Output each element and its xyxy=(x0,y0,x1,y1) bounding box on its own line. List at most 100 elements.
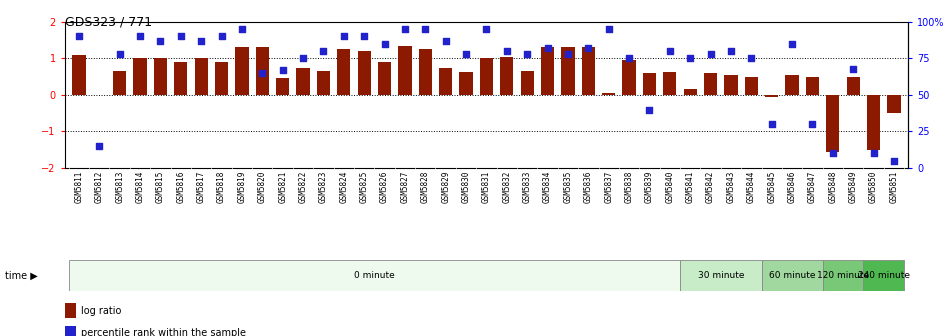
Point xyxy=(724,48,739,54)
Bar xyxy=(338,49,350,95)
Point xyxy=(825,151,841,156)
Point xyxy=(764,122,779,127)
Text: GSM5814: GSM5814 xyxy=(136,171,145,203)
Point xyxy=(398,27,413,32)
Text: GSM5819: GSM5819 xyxy=(238,171,246,203)
Bar xyxy=(520,71,534,95)
Text: GSM5830: GSM5830 xyxy=(461,171,471,203)
Bar xyxy=(480,58,493,95)
Text: GSM5832: GSM5832 xyxy=(502,171,512,203)
Bar xyxy=(500,56,514,95)
Bar xyxy=(113,71,126,95)
Bar xyxy=(887,95,901,113)
Bar xyxy=(72,55,86,95)
Text: GSM5851: GSM5851 xyxy=(889,171,899,203)
Point xyxy=(744,56,759,61)
Bar xyxy=(459,72,473,95)
Bar xyxy=(297,68,310,95)
Point xyxy=(337,34,352,39)
Bar xyxy=(317,71,330,95)
Point xyxy=(458,51,474,57)
Bar xyxy=(725,75,738,95)
Point xyxy=(173,34,188,39)
Bar xyxy=(765,95,778,97)
Text: GSM5848: GSM5848 xyxy=(828,171,837,203)
Point xyxy=(153,38,168,44)
Text: GSM5818: GSM5818 xyxy=(217,171,226,203)
Text: GSM5836: GSM5836 xyxy=(584,171,592,203)
Text: GSM5837: GSM5837 xyxy=(604,171,613,203)
Bar xyxy=(864,260,904,291)
Bar xyxy=(174,62,187,95)
Text: 30 minute: 30 minute xyxy=(697,271,744,280)
Bar xyxy=(867,95,881,150)
Text: GSM5841: GSM5841 xyxy=(686,171,694,203)
Point xyxy=(845,66,861,71)
Text: 120 minute: 120 minute xyxy=(817,271,869,280)
Text: GSM5811: GSM5811 xyxy=(74,171,84,203)
Point xyxy=(91,143,107,149)
Bar xyxy=(680,260,762,291)
Point xyxy=(805,122,820,127)
Text: log ratio: log ratio xyxy=(81,306,121,316)
Bar xyxy=(398,46,412,95)
Text: GSM5831: GSM5831 xyxy=(482,171,491,203)
Text: time ▶: time ▶ xyxy=(5,270,37,281)
Bar xyxy=(215,62,228,95)
Point xyxy=(132,34,147,39)
Text: GSM5842: GSM5842 xyxy=(706,171,715,203)
Point xyxy=(71,34,87,39)
Bar xyxy=(846,77,860,95)
Bar xyxy=(561,47,574,95)
Text: GSM5815: GSM5815 xyxy=(156,171,165,203)
Text: GSM5826: GSM5826 xyxy=(380,171,389,203)
Bar xyxy=(704,73,717,95)
Point xyxy=(560,51,575,57)
Text: GSM5850: GSM5850 xyxy=(869,171,878,203)
Bar xyxy=(154,58,167,95)
Text: 240 minute: 240 minute xyxy=(858,271,910,280)
Bar xyxy=(541,47,554,95)
Text: GSM5825: GSM5825 xyxy=(359,171,369,203)
Text: GSM5813: GSM5813 xyxy=(115,171,125,203)
Point xyxy=(662,48,677,54)
Point xyxy=(703,51,718,57)
Bar xyxy=(68,260,680,291)
Point xyxy=(357,34,372,39)
Bar xyxy=(623,60,635,95)
Point xyxy=(316,48,331,54)
Point xyxy=(540,45,555,51)
Text: GSM5843: GSM5843 xyxy=(727,171,735,203)
Point xyxy=(886,158,902,163)
Text: GSM5833: GSM5833 xyxy=(523,171,532,203)
Bar xyxy=(826,95,840,152)
Bar xyxy=(276,79,289,95)
Point xyxy=(785,41,800,46)
Bar xyxy=(358,51,371,95)
Point xyxy=(866,151,882,156)
Text: GSM5812: GSM5812 xyxy=(95,171,104,203)
Point xyxy=(438,38,454,44)
Text: GSM5827: GSM5827 xyxy=(400,171,410,203)
Text: GSM5820: GSM5820 xyxy=(258,171,267,203)
Point xyxy=(621,56,636,61)
Text: GSM5821: GSM5821 xyxy=(279,171,287,203)
Bar xyxy=(805,77,819,95)
Text: GSM5845: GSM5845 xyxy=(767,171,776,203)
Point xyxy=(519,51,534,57)
Text: GSM5849: GSM5849 xyxy=(848,171,858,203)
Bar xyxy=(823,260,864,291)
Text: GSM5829: GSM5829 xyxy=(441,171,450,203)
Text: 60 minute: 60 minute xyxy=(768,271,815,280)
Text: GSM5816: GSM5816 xyxy=(176,171,185,203)
Point xyxy=(275,68,290,73)
Text: GSM5822: GSM5822 xyxy=(299,171,307,203)
Text: GSM5847: GSM5847 xyxy=(808,171,817,203)
Point xyxy=(112,51,127,57)
Bar xyxy=(786,75,799,95)
Bar xyxy=(418,49,432,95)
Bar xyxy=(235,47,248,95)
Text: GSM5839: GSM5839 xyxy=(645,171,654,203)
Point xyxy=(194,38,209,44)
Point xyxy=(478,27,495,32)
